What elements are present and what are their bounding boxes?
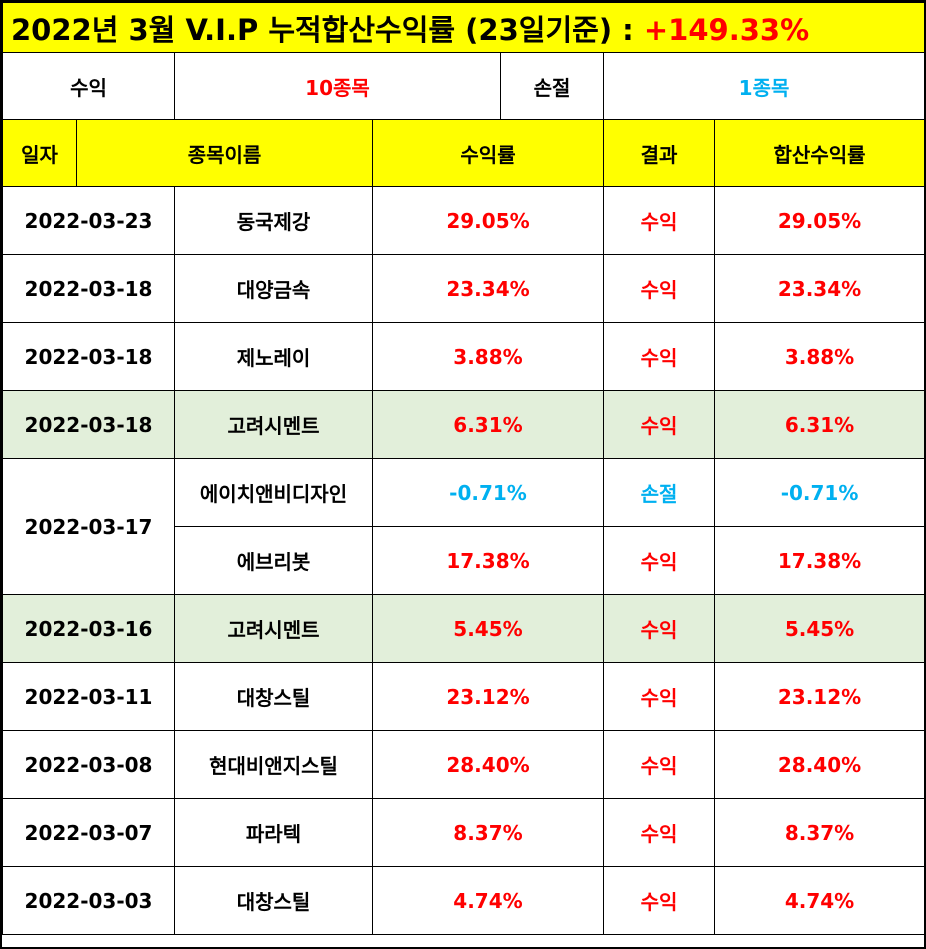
table-row: 2022-03-03 대창스틸 4.74% 수익 4.74%	[2, 866, 926, 935]
row-result: 수익	[603, 254, 715, 323]
row-rate: 3.88%	[372, 322, 604, 391]
summary-row: 수익 10종목 손절 1종목	[2, 52, 926, 120]
table-row: 2022-03-11 대창스틸 23.12% 수익 23.12%	[2, 662, 926, 731]
title-text: 2022년 3월 V.I.P 누적합산수익률 (23일기준) :	[11, 12, 644, 47]
row-cumulative: 8.37%	[713, 798, 926, 867]
row-cumulative: 28.40%	[713, 730, 926, 799]
row-date: 2022-03-23	[2, 186, 175, 255]
row-cumulative: 23.34%	[713, 254, 926, 323]
row-stock-name: 제노레이	[174, 322, 373, 391]
row-cumulative: 3.88%	[713, 322, 926, 391]
page-title: 2022년 3월 V.I.P 누적합산수익률 (23일기준) : +149.33…	[1, 2, 926, 53]
row-rate: -0.71%	[372, 458, 604, 527]
row-rate: 29.05%	[372, 186, 604, 255]
header-name: 종목이름	[76, 119, 373, 187]
row-cumulative: 6.31%	[713, 390, 926, 459]
row-cumulative: -0.71%	[713, 458, 926, 527]
table-row-highlighted: 2022-03-16 고려시멘트 5.45% 수익 5.45%	[2, 594, 926, 663]
row-date: 2022-03-18	[2, 390, 175, 459]
row-date: 2022-03-16	[2, 594, 175, 663]
table-row: 2022-03-07 파라텍 8.37% 수익 8.37%	[2, 798, 926, 867]
row-date: 2022-03-08	[2, 730, 175, 799]
row-stock-name: 현대비앤지스틸	[174, 730, 373, 799]
row-date-merged: 2022-03-17	[2, 458, 175, 595]
row-stock-name: 고려시멘트	[174, 390, 373, 459]
table-row-highlighted: 2022-03-18 고려시멘트 6.31% 수익 6.31%	[2, 390, 926, 459]
summary-loss-label: 손절	[500, 52, 604, 120]
row-cumulative: 4.74%	[713, 866, 926, 935]
header-rate: 수익률	[372, 119, 604, 187]
header-result: 결과	[603, 119, 715, 187]
row-rate: 5.45%	[372, 594, 604, 663]
row-rate: 4.74%	[372, 866, 604, 935]
row-result: 수익	[603, 730, 715, 799]
row-cumulative: 5.45%	[713, 594, 926, 663]
row-result: 수익	[603, 798, 715, 867]
title-total: +149.33%	[643, 12, 810, 47]
row-rate: 28.40%	[372, 730, 604, 799]
row-rate: 17.38%	[372, 526, 604, 595]
row-stock-name: 대양금속	[174, 254, 373, 323]
row-date: 2022-03-18	[2, 254, 175, 323]
row-rate: 8.37%	[372, 798, 604, 867]
row-date: 2022-03-11	[2, 662, 175, 731]
row-result: 수익	[603, 866, 715, 935]
row-cumulative: 17.38%	[713, 526, 926, 595]
header-cumulative: 합산수익률	[713, 119, 926, 187]
row-result: 손절	[603, 458, 715, 527]
row-result: 수익	[603, 526, 715, 595]
row-stock-name: 고려시멘트	[174, 594, 373, 663]
title-row: 2022년 3월 V.I.P 누적합산수익률 (23일기준) : +149.33…	[1, 2, 926, 53]
row-cumulative: 23.12%	[713, 662, 926, 731]
row-cumulative: 29.05%	[713, 186, 926, 255]
row-rate: 6.31%	[372, 390, 604, 459]
row-date: 2022-03-07	[2, 798, 175, 867]
row-result: 수익	[603, 186, 715, 255]
header-row: 일자 종목이름 수익률 결과 합산수익률	[2, 119, 926, 187]
row-result: 수익	[603, 390, 715, 459]
row-stock-name: 대창스틸	[174, 866, 373, 935]
summary-loss-value: 1종목	[602, 52, 926, 120]
row-rate: 23.12%	[372, 662, 604, 731]
row-result: 수익	[603, 662, 715, 731]
table-row: 2022-03-18 대양금속 23.34% 수익 23.34%	[2, 254, 926, 323]
summary-profit-label: 수익	[2, 52, 175, 120]
row-stock-name: 동국제강	[174, 186, 373, 255]
table-row: 2022-03-23 동국제강 29.05% 수익 29.05%	[2, 186, 926, 255]
row-stock-name: 에브리봇	[174, 526, 373, 595]
row-result: 수익	[603, 322, 715, 391]
summary-profit-value: 10종목	[174, 52, 501, 120]
table-row: 2022-03-18 제노레이 3.88% 수익 3.88%	[2, 322, 926, 391]
row-stock-name: 대창스틸	[174, 662, 373, 731]
row-date: 2022-03-03	[2, 866, 175, 935]
row-rate: 23.34%	[372, 254, 604, 323]
row-stock-name: 에이치앤비디자인	[174, 458, 373, 527]
row-date: 2022-03-18	[2, 322, 175, 391]
header-date: 일자	[2, 119, 77, 187]
table-row: 2022-03-17 에이치앤비디자인 -0.71% 손절 -0.71%	[2, 458, 926, 595]
row-stock-name: 파라텍	[174, 798, 373, 867]
table-row: 2022-03-08 현대비앤지스틸 28.40% 수익 28.40%	[2, 730, 926, 799]
row-result: 수익	[603, 594, 715, 663]
